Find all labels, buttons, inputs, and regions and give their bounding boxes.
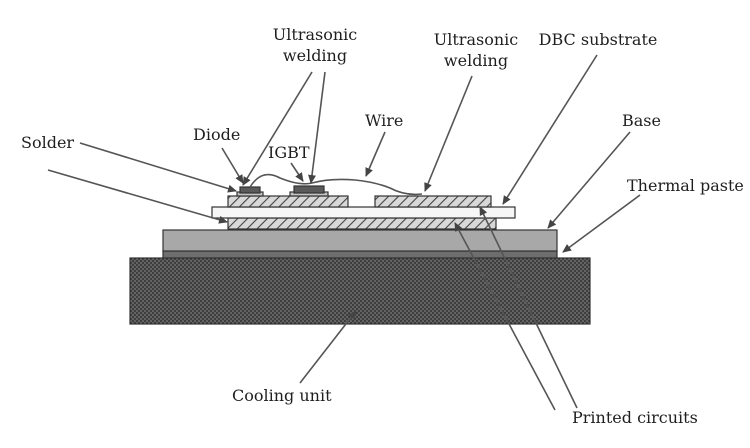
leader-thermal-paste [562,194,641,253]
leader-dbc-substrate [502,54,598,205]
label-cooling-unit: Cooling unit [232,386,332,405]
label-dbc-substrate: DBC substrate [539,30,658,49]
upper-printed-circuit-left [227,195,349,208]
label-wire: Wire [365,111,403,130]
label-printed-circuits: Printed circuits [572,408,698,427]
diode-chip [239,186,261,194]
leader-igbt [290,162,304,182]
label-ultrasonic-welding-left-line1: Ultrasonic [273,25,357,44]
leader-diode [221,147,244,184]
leader-ultrasonic-welding-left-b [308,71,326,184]
label-ultrasonic-welding-left-line2: welding [283,46,347,65]
leader-cooling-unit [299,310,357,384]
label-diode: Diode [193,125,240,144]
thermal-paste-layer [162,250,558,259]
upper-printed-circuit-right [374,195,492,208]
bond-wire [249,173,423,196]
leader-printed-circuits-a [479,206,578,409]
label-ultrasonic-welding-right-line1: Ultrasonic [434,30,518,49]
leader-ultrasonic-welding-right [424,75,473,192]
label-base: Base [622,111,661,130]
base-plate [162,229,558,252]
label-solder: Solder [21,133,74,152]
leader-solder [79,142,237,193]
dbc-substrate-layer [211,206,516,219]
leader-base [547,131,631,229]
leader-wire [365,131,386,177]
label-igbt: IGBT [268,143,310,162]
leader-printed-circuits-b [454,222,556,411]
igbt-chip [293,185,325,194]
label-ultrasonic-welding-right-line2: welding [444,51,508,70]
leader-lower-circuit [47,169,228,224]
leader-ultrasonic-welding-left-a [242,71,313,186]
cooling-unit-block [129,257,591,325]
label-thermal-paste: Thermal paste [627,176,744,195]
